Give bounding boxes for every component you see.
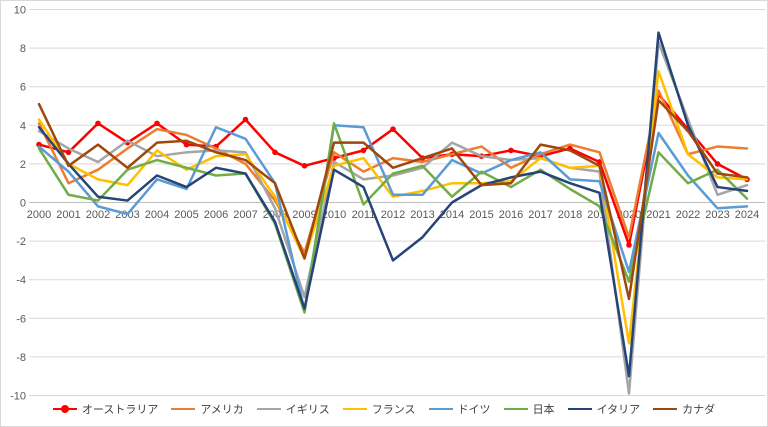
series-marker-australia — [626, 242, 632, 248]
legend-line-swatch-australia — [52, 405, 77, 414]
legend-item-usa: アメリカ — [171, 401, 244, 417]
series-marker-australia — [242, 116, 249, 123]
legend-marker-dot-australia — [60, 405, 69, 413]
series-line-italy — [37, 31, 749, 378]
y-tick-label: 0 — [20, 198, 26, 210]
y-tick-label: -2 — [16, 236, 26, 248]
series-line-uk — [37, 41, 749, 395]
series-marker-australia — [272, 149, 278, 156]
x-tick-label: 2002 — [86, 209, 110, 221]
x-tick-label: 2012 — [381, 209, 405, 221]
series-marker-australia — [390, 126, 396, 132]
x-tick-label: 2018 — [558, 209, 582, 221]
series-marker-australia — [183, 141, 190, 148]
y-tick-label: -10 — [10, 391, 26, 403]
x-tick-label: 2011 — [352, 209, 376, 221]
x-tick-label: 2016 — [499, 209, 523, 221]
x-tick-label: 2000 — [27, 209, 51, 221]
legend-label-france: フランス — [371, 404, 416, 416]
x-tick-label: 2024 — [735, 209, 759, 221]
legend-item-australia: オーストラリア — [52, 401, 159, 417]
chart-legend: オーストラリア アメリカ イギリス フランス ドイツ 日本 イタリア カナダ — [1, 398, 767, 420]
x-tick-label: 2004 — [145, 209, 169, 221]
legend-label-uk: イギリス — [285, 404, 330, 416]
series-line-germany — [37, 124, 749, 312]
y-tick-label: 4 — [20, 120, 26, 132]
legend-item-japan: 日本 — [503, 401, 555, 417]
legend-label-canada: カナダ — [682, 404, 716, 416]
series-line-japan — [37, 122, 749, 314]
legend-label-germany: ドイツ — [457, 404, 491, 416]
legend-line-swatch-france — [342, 405, 367, 414]
x-tick-label: 2010 — [322, 209, 346, 221]
x-tick-label: 2015 — [469, 209, 493, 221]
legend-label-australia: オーストラリア — [81, 404, 159, 416]
legend-label-italy: イタリア — [596, 404, 641, 416]
series-marker-australia — [65, 149, 72, 156]
series-line-canada — [37, 98, 749, 301]
y-tick-label: 8 — [20, 43, 26, 55]
x-tick-label: 2005 — [174, 209, 198, 221]
x-tick-label: 2014 — [440, 209, 464, 221]
legend-line-swatch-canada — [653, 405, 678, 414]
x-tick-label: 2006 — [204, 209, 228, 221]
x-tick-label: 2022 — [676, 209, 700, 221]
legend-item-germany: ドイツ — [428, 401, 491, 417]
legend-line-swatch-japan — [503, 405, 528, 414]
y-tick-label: -8 — [16, 352, 26, 364]
legend-label-usa: アメリカ — [200, 404, 244, 416]
series-marker-australia — [508, 147, 514, 154]
x-tick-label: 2017 — [528, 209, 552, 221]
legend-item-italy: イタリア — [567, 401, 641, 417]
y-tick-label: 6 — [20, 82, 26, 94]
series-marker-australia — [596, 159, 603, 165]
series-marker-australia — [360, 147, 367, 154]
series-marker-australia — [36, 141, 42, 148]
y-tick-label: -6 — [16, 313, 26, 325]
y-tick-label: 10 — [14, 5, 26, 17]
legend-item-canada: カナダ — [653, 401, 715, 417]
series-marker-australia — [154, 120, 160, 127]
legend-line-swatch-italy — [567, 405, 592, 414]
y-tick-label: -4 — [16, 275, 26, 287]
legend-line-swatch-germany — [428, 405, 453, 414]
x-tick-label: 2013 — [410, 209, 434, 221]
series-marker-australia — [301, 163, 308, 169]
series-line-usa — [37, 89, 749, 254]
legend-item-uk: イギリス — [256, 401, 330, 417]
x-tick-label: 2009 — [292, 209, 316, 221]
legend-line-swatch-uk — [256, 405, 281, 414]
legend-line-swatch-usa — [171, 405, 196, 414]
series-line-france — [37, 70, 749, 345]
x-tick-label: 2001 — [56, 209, 80, 221]
x-tick-label: 2007 — [233, 209, 257, 221]
y-tick-label: 2 — [20, 159, 26, 171]
legend-label-japan: 日本 — [532, 404, 555, 416]
series-marker-australia — [714, 161, 721, 167]
x-tick-label: 2023 — [705, 209, 729, 221]
series-marker-australia — [95, 120, 101, 127]
legend-item-france: フランス — [342, 401, 416, 417]
x-tick-label: 2021 — [646, 209, 670, 221]
